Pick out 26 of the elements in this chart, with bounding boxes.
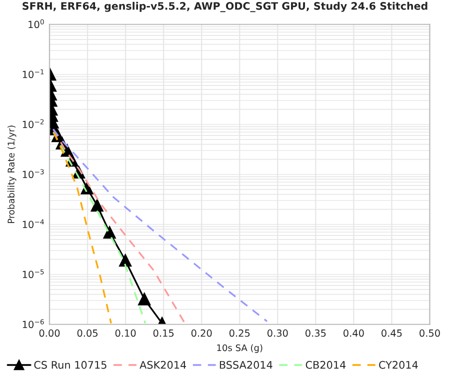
- x-tick-label: 0.25: [229, 329, 250, 337]
- legend-label: ASK2014: [140, 360, 186, 369]
- legend-label: CS Run 10715: [34, 360, 106, 369]
- y-tick-label: 10$^{−5}$: [22, 269, 44, 278]
- x-tick-label: 0.05: [77, 329, 98, 337]
- x-tick-label: 0.35: [305, 329, 326, 337]
- x-tick-label: 0.20: [191, 329, 212, 337]
- x-tick-label: 0.40: [344, 329, 364, 337]
- legend-label: CY2014: [379, 360, 418, 369]
- x-tick-label: 0.15: [153, 329, 174, 337]
- y-tick-label: 10$^{−3}$: [22, 169, 44, 178]
- y-tick-label: 10$^{−4}$: [22, 219, 44, 228]
- x-tick-label: 0.30: [267, 329, 288, 337]
- chart-title: SFRH, ERF64, genslip-v5.5.2, AWP_ODC_SGT GPU, Study 24.6 Stitched: [22, 2, 428, 12]
- y-tick-label: 10$^{−2}$: [22, 119, 44, 128]
- y-tick-label: 10$^{−1}$: [22, 69, 44, 78]
- x-tick-label: 0.45: [382, 329, 402, 337]
- legend-label: BSSA2014: [220, 360, 272, 369]
- x-tick-label: 0.50: [420, 329, 440, 337]
- y-tick-label: 10$^{−6}$: [22, 319, 44, 328]
- x-tick-label: 0.10: [115, 329, 136, 337]
- y-tick-label: 10$^{0}$: [28, 19, 44, 28]
- x-axis-title: 10s SA (g): [217, 344, 262, 353]
- y-axis-title: Probability Rate (1/yr): [8, 126, 16, 224]
- x-tick-label: 0.00: [39, 329, 60, 337]
- legend-label: CB2014: [306, 360, 346, 369]
